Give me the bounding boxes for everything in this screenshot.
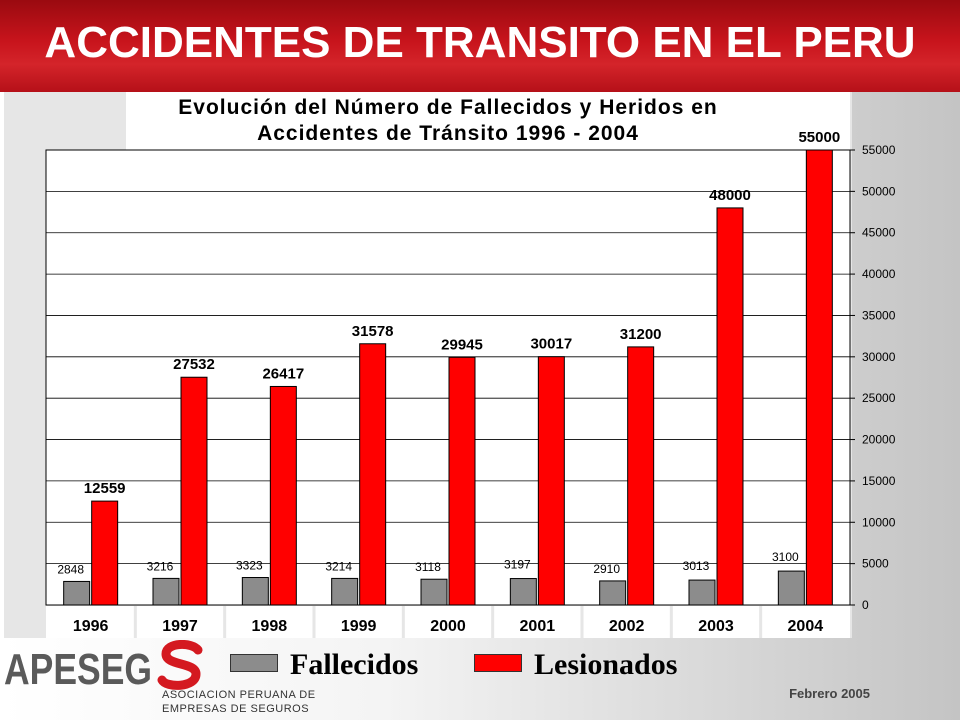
presentation-date: Febrero 2005 <box>789 686 870 701</box>
data-label-fallecidos: 3216 <box>147 559 174 573</box>
y-tick-label: 5000 <box>862 557 889 571</box>
data-label-fallecidos: 3197 <box>504 558 531 572</box>
bar-fallecidos <box>331 577 359 606</box>
data-label-lesionados: 31200 <box>620 326 662 343</box>
bar-fallecidos <box>777 570 805 606</box>
bar-fallecidos <box>599 580 627 606</box>
y-tick-label: 10000 <box>862 515 896 529</box>
data-label-fallecidos: 2910 <box>593 562 620 576</box>
chart-title-line-1: Evolución del Número de Fallecidos y Her… <box>178 96 717 119</box>
data-label-lesionados: 27532 <box>173 356 215 373</box>
org-line-1: ASOCIACION PERUANA DE <box>162 689 316 701</box>
data-label-lesionados: 26417 <box>262 365 304 382</box>
chart-area: Evolución del Número de Fallecidos y Her… <box>0 92 960 652</box>
x-tick-label: 2000 <box>430 618 466 635</box>
bar-fallecidos <box>63 580 91 606</box>
bar-lesionados <box>805 149 833 606</box>
bar-lesionados <box>91 500 119 606</box>
data-label-lesionados: 48000 <box>709 187 751 204</box>
bar-lesionados <box>627 346 655 606</box>
y-tick-label: 15000 <box>862 474 896 488</box>
data-label-fallecidos: 2848 <box>57 562 84 576</box>
data-label-lesionados: 55000 <box>798 129 840 146</box>
y-tick-label: 20000 <box>862 433 896 447</box>
logo-text: APESEG <box>4 645 152 690</box>
x-tick-label: 2002 <box>609 618 645 635</box>
legend-swatch-fallecidos <box>230 654 278 672</box>
logo-s-mark-icon <box>157 640 203 690</box>
x-tick-label: 1999 <box>341 618 377 635</box>
org-line-2: EMPRESAS DE SEGUROS <box>162 703 310 715</box>
y-tick-label: 35000 <box>862 308 896 322</box>
y-tick-label: 25000 <box>862 391 896 405</box>
bar-chart: Evolución del Número de Fallecidos y Her… <box>4 92 896 638</box>
y-tick-label: 55000 <box>862 143 896 157</box>
header-bar: ACCIDENTES DE TRANSITO EN EL PERU <box>0 0 960 92</box>
data-label-fallecidos: 3013 <box>683 559 710 573</box>
bar-fallecidos <box>241 577 269 606</box>
bar-lesionados <box>448 356 476 606</box>
bar-lesionados <box>269 385 297 606</box>
x-tick-label: 1998 <box>252 618 288 635</box>
x-tick-label: 1996 <box>73 618 109 635</box>
y-tick-label: 50000 <box>862 184 896 198</box>
data-label-fallecidos: 3100 <box>772 550 799 564</box>
x-tick-label: 2004 <box>788 618 824 635</box>
legend-swatch-lesionados <box>474 654 522 672</box>
chart-title-box <box>126 92 850 150</box>
bar-lesionados <box>180 376 208 606</box>
x-axis-band <box>46 606 850 638</box>
y-tick-label: 0 <box>862 598 869 612</box>
y-tick-label: 40000 <box>862 267 896 281</box>
bar-fallecidos <box>509 578 537 606</box>
bar-lesionados <box>716 207 744 606</box>
y-tick-label: 45000 <box>862 226 896 240</box>
x-tick-label: 2001 <box>520 618 556 635</box>
legend-label-fallecidos: Fallecidos <box>290 648 419 681</box>
bar-fallecidos <box>688 579 716 606</box>
y-tick-label: 30000 <box>862 350 896 364</box>
bar-fallecidos <box>152 577 180 606</box>
data-label-lesionados: 31578 <box>352 323 394 340</box>
data-label-fallecidos: 3118 <box>415 560 441 574</box>
data-label-fallecidos: 3214 <box>325 559 352 573</box>
data-label-lesionados: 29945 <box>441 336 483 353</box>
data-label-lesionados: 30017 <box>530 336 572 353</box>
x-tick-label: 1997 <box>162 618 198 635</box>
organization-name: ASOCIACION PERUANA DE EMPRESAS DE SEGURO… <box>162 688 382 716</box>
bar-lesionados <box>537 356 565 606</box>
data-label-lesionados: 12559 <box>84 480 126 497</box>
data-label-fallecidos: 3323 <box>236 559 263 573</box>
page-title: ACCIDENTES DE TRANSITO EN EL PERU <box>44 18 916 67</box>
x-tick-label: 2003 <box>698 618 734 635</box>
bar-lesionados <box>359 343 387 606</box>
chart-title-line-2: Accidentes de Tránsito 1996 - 2004 <box>257 122 639 145</box>
plot-area <box>45 149 851 606</box>
bar-fallecidos <box>420 578 448 606</box>
legend-label-lesionados: Lesionados <box>534 648 678 681</box>
apeseg-logo: APESEG <box>4 640 203 690</box>
